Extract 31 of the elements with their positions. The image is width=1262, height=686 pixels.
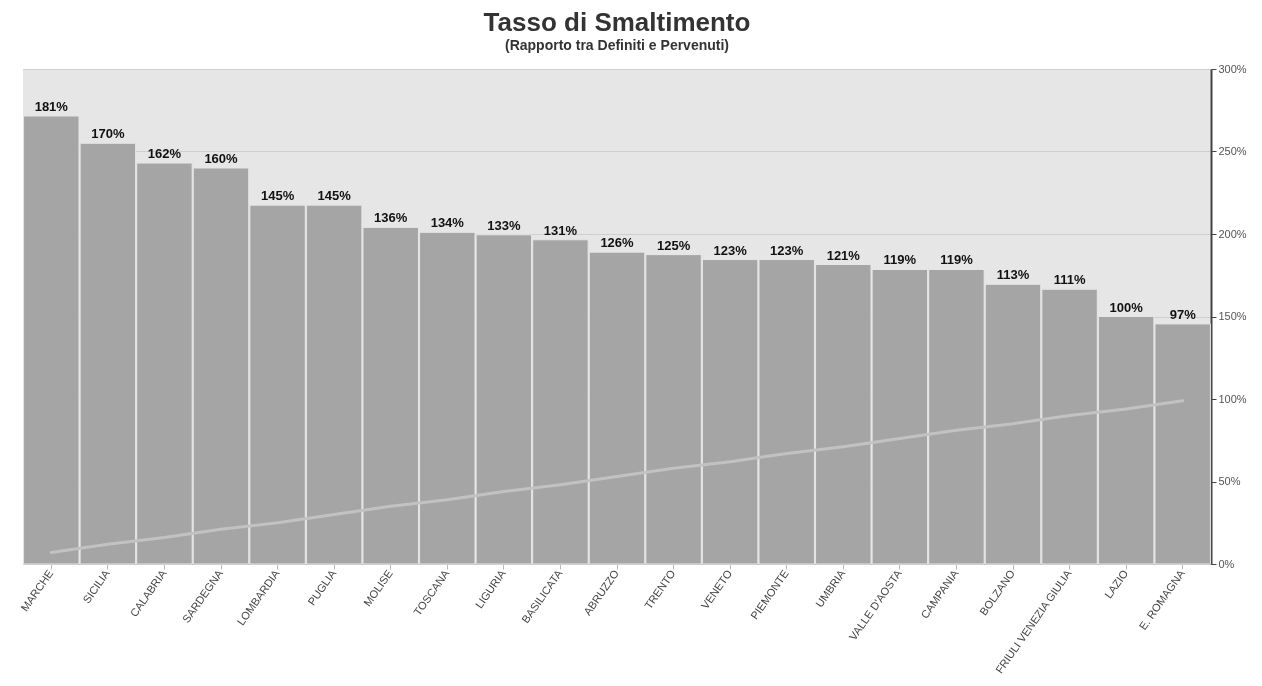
data-label: 170%: [91, 126, 125, 142]
data-label: 145%: [260, 188, 295, 204]
data-label: 133%: [487, 217, 521, 233]
y2-tick-label: 0%: [1218, 557, 1235, 570]
y2-tick-label: 250%: [1218, 145, 1247, 157]
data-label: 121%: [826, 247, 861, 263]
data-label: 119%: [883, 252, 917, 268]
data-label: 119%: [940, 252, 974, 268]
chart-subtitle: (Rapporto tra Definiti e Pervenuti): [504, 37, 730, 53]
y2-tick-label: 50%: [1218, 475, 1241, 487]
y2-tick-label: 150%: [1218, 310, 1247, 322]
y2-tick-label: 100%: [1218, 392, 1247, 405]
line-series: [49, 399, 1185, 554]
data-label: 181%: [34, 99, 69, 115]
data-label: 113%: [996, 267, 1030, 283]
data-label: 111%: [1053, 272, 1086, 288]
data-label: 134%: [430, 215, 465, 231]
y2-tick-label: 300%: [1218, 62, 1247, 75]
chart-title: Tasso di Smaltimento: [483, 7, 751, 37]
data-label: 126%: [600, 235, 635, 251]
data-label: 136%: [374, 210, 408, 226]
data-label: 160%: [204, 151, 239, 166]
data-label: 123%: [770, 242, 804, 258]
data-label: 123%: [713, 242, 748, 258]
data-label: 125%: [656, 237, 691, 253]
data-label: 131%: [543, 222, 578, 238]
data-label: 97%: [1169, 306, 1197, 322]
data-label: 162%: [147, 146, 182, 162]
data-label: 100%: [1109, 299, 1144, 315]
data-label: 145%: [317, 188, 352, 204]
y2-tick-label: 200%: [1218, 227, 1247, 240]
